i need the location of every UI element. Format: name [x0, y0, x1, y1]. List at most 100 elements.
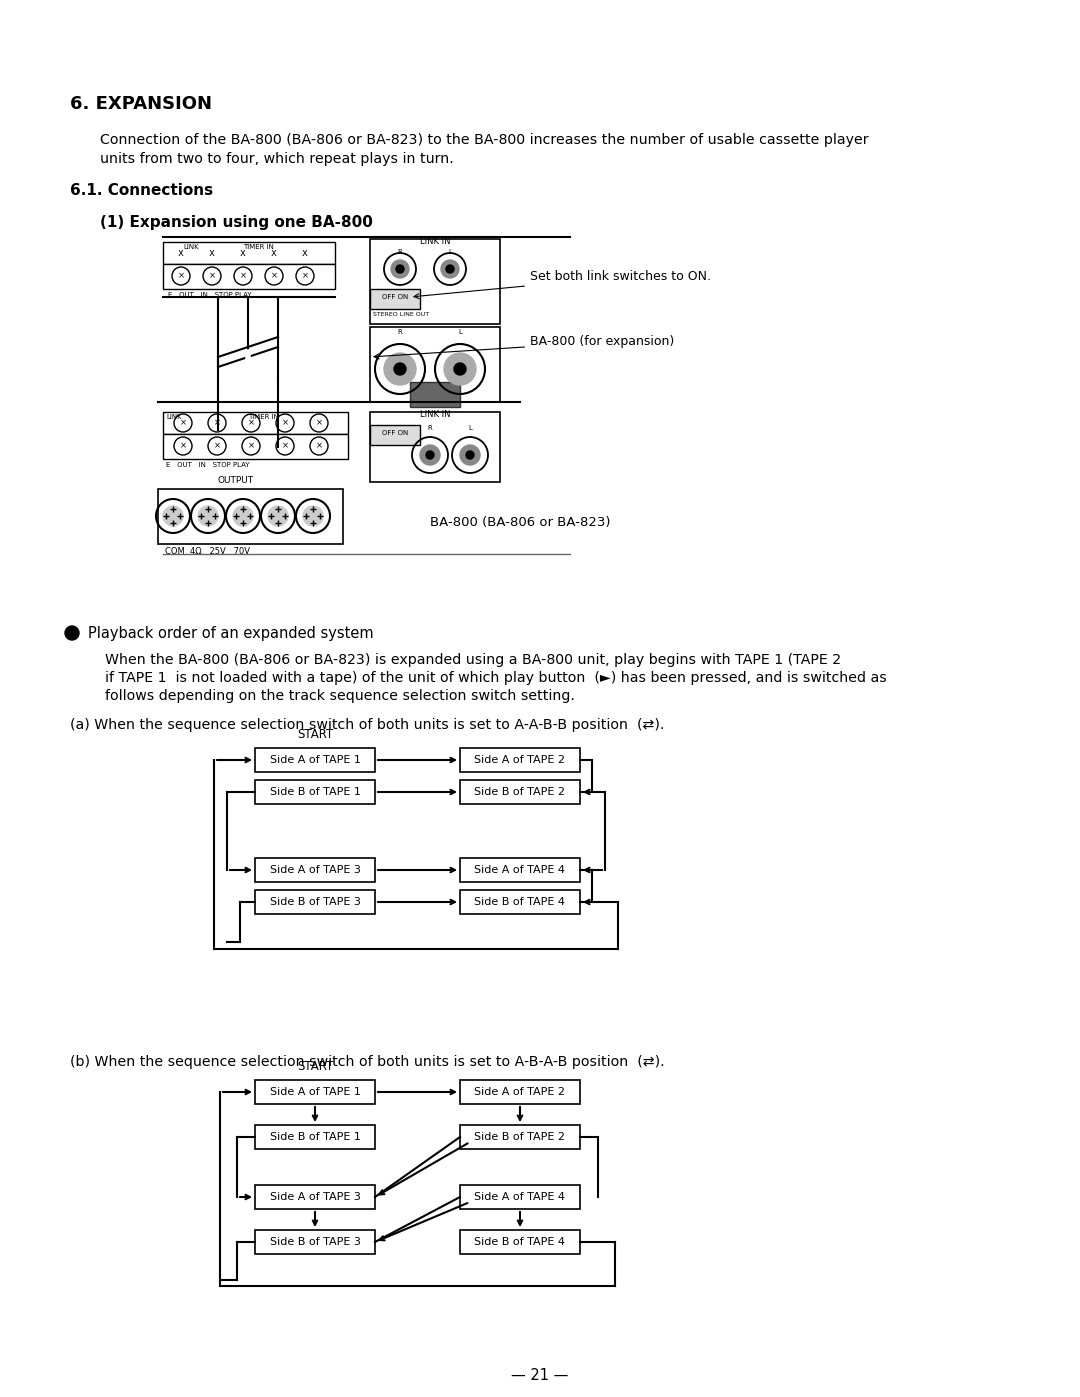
Text: TIMER IN: TIMER IN: [243, 244, 274, 250]
Text: ×: ×: [270, 271, 278, 281]
Circle shape: [268, 506, 288, 527]
Circle shape: [198, 506, 218, 527]
Bar: [255, 858, 375, 882]
Text: START: START: [297, 1060, 333, 1073]
Bar: [370, 289, 420, 309]
Text: ×: ×: [179, 441, 187, 450]
Text: LINK IN: LINK IN: [420, 409, 450, 419]
Text: (b) When the sequence selection switch of both units is set to A-B-A-B position : (b) When the sequence selection switch o…: [70, 1055, 664, 1069]
Text: Side B of TAPE 1: Side B of TAPE 1: [270, 1132, 361, 1141]
Text: Side A of TAPE 3: Side A of TAPE 3: [270, 865, 361, 875]
Circle shape: [396, 265, 404, 272]
Text: Side B of TAPE 1: Side B of TAPE 1: [270, 787, 361, 798]
Circle shape: [454, 363, 465, 374]
Text: E   OUT   IN   STOP PLAY: E OUT IN STOP PLAY: [166, 462, 249, 468]
Circle shape: [460, 446, 480, 465]
Bar: [255, 1229, 375, 1255]
Text: ×: ×: [214, 441, 220, 450]
Circle shape: [65, 626, 79, 640]
Text: units from two to four, which repeat plays in turn.: units from two to four, which repeat pla…: [100, 152, 454, 166]
Text: LINK IN: LINK IN: [420, 237, 450, 246]
Text: (a) When the sequence selection switch of both units is set to A-A-B-B position : (a) When the sequence selection switch o…: [70, 718, 664, 732]
Text: LINK: LINK: [183, 244, 199, 250]
Text: BA-800 (BA-806 or BA-823): BA-800 (BA-806 or BA-823): [430, 515, 610, 529]
Bar: [370, 412, 500, 482]
Text: x: x: [240, 249, 246, 258]
Text: ×: ×: [315, 441, 323, 450]
Text: ×: ×: [282, 419, 288, 427]
Bar: [255, 747, 375, 773]
Text: x: x: [302, 249, 308, 258]
Text: ×: ×: [282, 441, 288, 450]
Text: COM  4Ω   25V   70V: COM 4Ω 25V 70V: [165, 548, 249, 556]
Circle shape: [394, 363, 406, 374]
Text: R: R: [428, 425, 432, 432]
Text: ×: ×: [177, 271, 185, 281]
Bar: [163, 242, 335, 264]
Text: follows depending on the track sequence selection switch setting.: follows depending on the track sequence …: [105, 689, 575, 703]
Bar: [460, 1185, 580, 1208]
Text: BA-800 (for expansion): BA-800 (for expansion): [374, 335, 674, 359]
Text: Side B of TAPE 4: Side B of TAPE 4: [474, 1236, 566, 1248]
Text: Side B of TAPE 2: Side B of TAPE 2: [474, 787, 566, 798]
Text: R: R: [397, 330, 403, 335]
Text: Side A of TAPE 1: Side A of TAPE 1: [270, 1087, 361, 1097]
Bar: [255, 890, 375, 914]
Bar: [158, 489, 343, 543]
Text: ×: ×: [315, 419, 323, 427]
Bar: [460, 1125, 580, 1148]
Text: Side B of TAPE 4: Side B of TAPE 4: [474, 897, 566, 907]
Text: Side A of TAPE 4: Side A of TAPE 4: [474, 1192, 566, 1201]
Bar: [460, 747, 580, 773]
Text: ×: ×: [208, 271, 216, 281]
Text: x: x: [210, 249, 215, 258]
Text: ×: ×: [214, 419, 220, 427]
Circle shape: [465, 451, 474, 460]
Text: Set both link switches to ON.: Set both link switches to ON.: [414, 271, 711, 299]
Text: if TAPE 1  is not loaded with a tape) of the unit of which play button  (►) has : if TAPE 1 is not loaded with a tape) of …: [105, 671, 887, 685]
Bar: [255, 1080, 375, 1104]
Text: START: START: [297, 728, 333, 742]
Bar: [370, 327, 500, 402]
Bar: [460, 780, 580, 805]
Bar: [255, 780, 375, 805]
Text: R: R: [397, 249, 403, 256]
Text: Playback order of an expanded system: Playback order of an expanded system: [87, 626, 374, 641]
Text: 6. EXPANSION: 6. EXPANSION: [70, 95, 212, 113]
Circle shape: [391, 260, 409, 278]
Text: OUTPUT: OUTPUT: [218, 476, 254, 485]
Text: Connection of the BA-800 (BA-806 or BA-823) to the BA-800 increases the number o: Connection of the BA-800 (BA-806 or BA-8…: [100, 133, 868, 147]
Text: L: L: [458, 330, 462, 335]
Text: STEREO LINE OUT: STEREO LINE OUT: [373, 312, 429, 317]
Text: — 21 —: — 21 —: [511, 1368, 569, 1383]
Text: (1) Expansion using one BA-800: (1) Expansion using one BA-800: [100, 215, 373, 231]
Bar: [163, 434, 348, 460]
Text: Side B of TAPE 2: Side B of TAPE 2: [474, 1132, 566, 1141]
Circle shape: [444, 353, 476, 386]
Circle shape: [446, 265, 454, 272]
Bar: [410, 381, 460, 407]
Circle shape: [441, 260, 459, 278]
Text: LINK: LINK: [166, 414, 181, 420]
Text: Side A of TAPE 3: Side A of TAPE 3: [270, 1192, 361, 1201]
Bar: [255, 1125, 375, 1148]
Text: L: L: [468, 425, 472, 432]
Text: Side A of TAPE 2: Side A of TAPE 2: [474, 754, 566, 766]
Bar: [255, 1185, 375, 1208]
Bar: [460, 858, 580, 882]
Bar: [460, 890, 580, 914]
Bar: [163, 264, 335, 289]
Bar: [460, 1080, 580, 1104]
Text: Side B of TAPE 3: Side B of TAPE 3: [270, 897, 361, 907]
Bar: [460, 1229, 580, 1255]
Text: ×: ×: [247, 419, 255, 427]
Text: ×: ×: [301, 271, 309, 281]
Circle shape: [233, 506, 253, 527]
Text: 6.1. Connections: 6.1. Connections: [70, 183, 213, 198]
Circle shape: [163, 506, 183, 527]
Text: OFF ON: OFF ON: [382, 430, 408, 436]
Text: Side A of TAPE 1: Side A of TAPE 1: [270, 754, 361, 766]
Text: E   OUT   IN   STOP PLAY: E OUT IN STOP PLAY: [168, 292, 252, 298]
Text: Side A of TAPE 2: Side A of TAPE 2: [474, 1087, 566, 1097]
Text: L: L: [448, 249, 451, 256]
